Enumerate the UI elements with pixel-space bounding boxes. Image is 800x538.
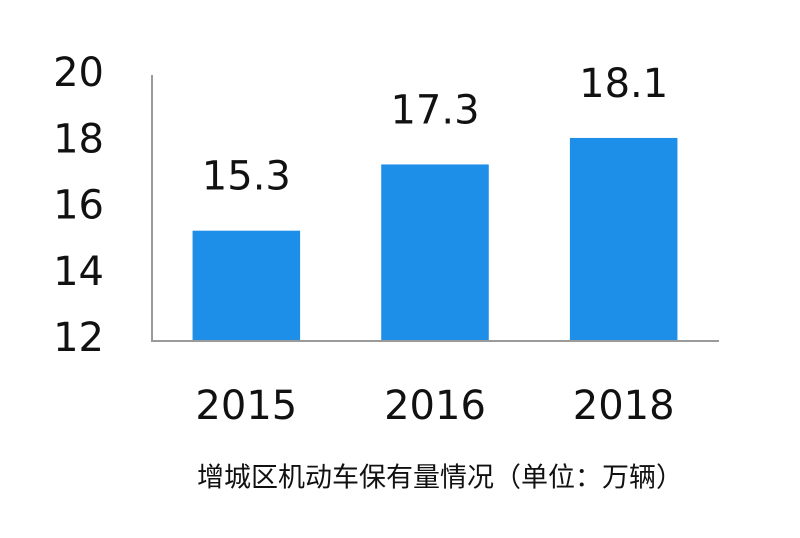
chart-title: 增城区机动车保有量情况（单位：万辆） — [197, 463, 683, 494]
x-tick-label: 2016 — [384, 383, 486, 429]
bar — [569, 137, 678, 340]
value-label: 18.1 — [579, 61, 668, 107]
bar — [192, 230, 301, 340]
y-tick-label: 14 — [53, 249, 104, 295]
value-label: 17.3 — [390, 87, 479, 133]
y-tick-label: 16 — [53, 183, 104, 229]
x-tick-label: 2015 — [195, 383, 297, 429]
y-tick-label: 12 — [53, 315, 104, 361]
x-tick-label: 2018 — [573, 383, 675, 429]
value-label: 15.3 — [202, 154, 291, 200]
bar — [381, 164, 489, 340]
y-tick-label: 18 — [53, 116, 104, 162]
y-tick-label: 20 — [53, 50, 104, 96]
